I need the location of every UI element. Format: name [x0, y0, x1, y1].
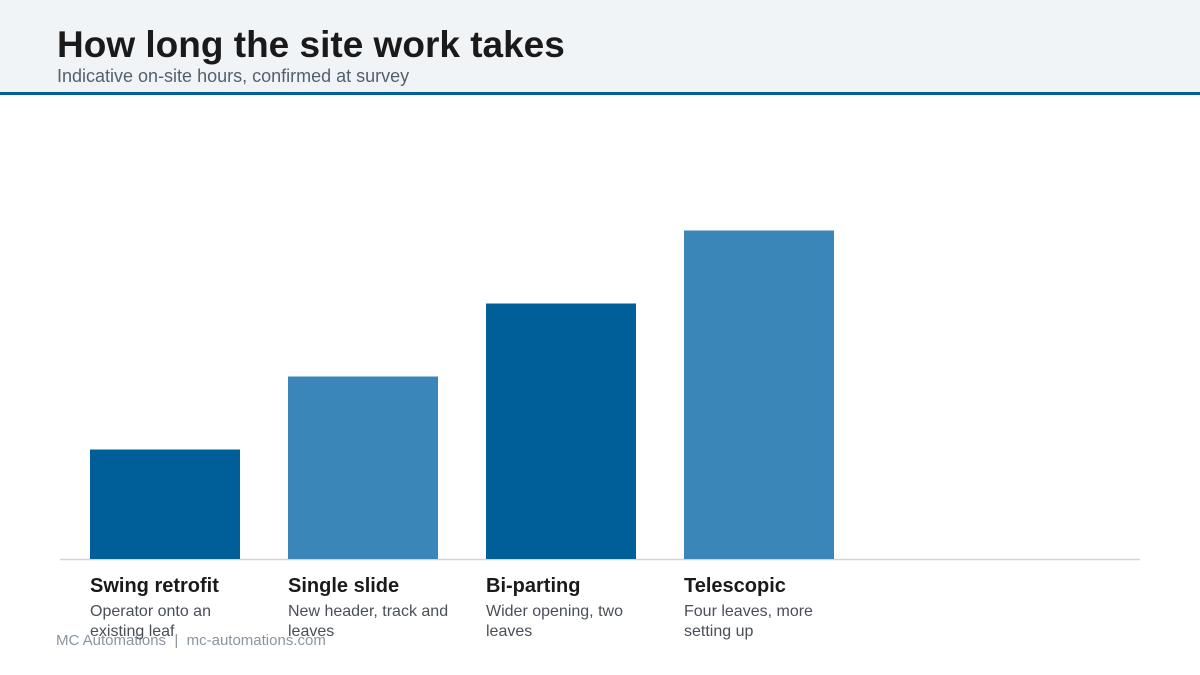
- category-label: Bi-parting: [486, 575, 581, 597]
- category-label: Single slide: [288, 575, 400, 597]
- chart-subtitle: Indicative on-site hours, confirmed at s…: [57, 66, 410, 86]
- category-label: Swing retrofit: [90, 575, 219, 597]
- category: Single slide New header, track and leaves: [288, 574, 463, 642]
- category: Telescopic Four leaves, more setting up: [684, 574, 859, 642]
- category-description: Wider opening, two leaves: [486, 603, 623, 640]
- bar: [486, 303, 636, 559]
- bar: [684, 230, 834, 559]
- header: How long the site work takes Indicative …: [0, 0, 1200, 95]
- category-description: Operator onto an existing leaf: [90, 603, 211, 640]
- bar: [90, 449, 240, 559]
- chart-title: How long the site work takes: [57, 24, 565, 65]
- bar: [288, 376, 438, 559]
- category: Swing retrofit Operator onto an existing …: [90, 574, 265, 642]
- category-label: Telescopic: [684, 575, 786, 597]
- category-description: New header, track and leaves: [288, 603, 449, 640]
- footer: MC Automations | mc-automations.com: [56, 632, 326, 649]
- category: Bi-parting Wider opening, two leaves: [486, 574, 661, 642]
- category-description: Four leaves, more setting up: [684, 603, 813, 640]
